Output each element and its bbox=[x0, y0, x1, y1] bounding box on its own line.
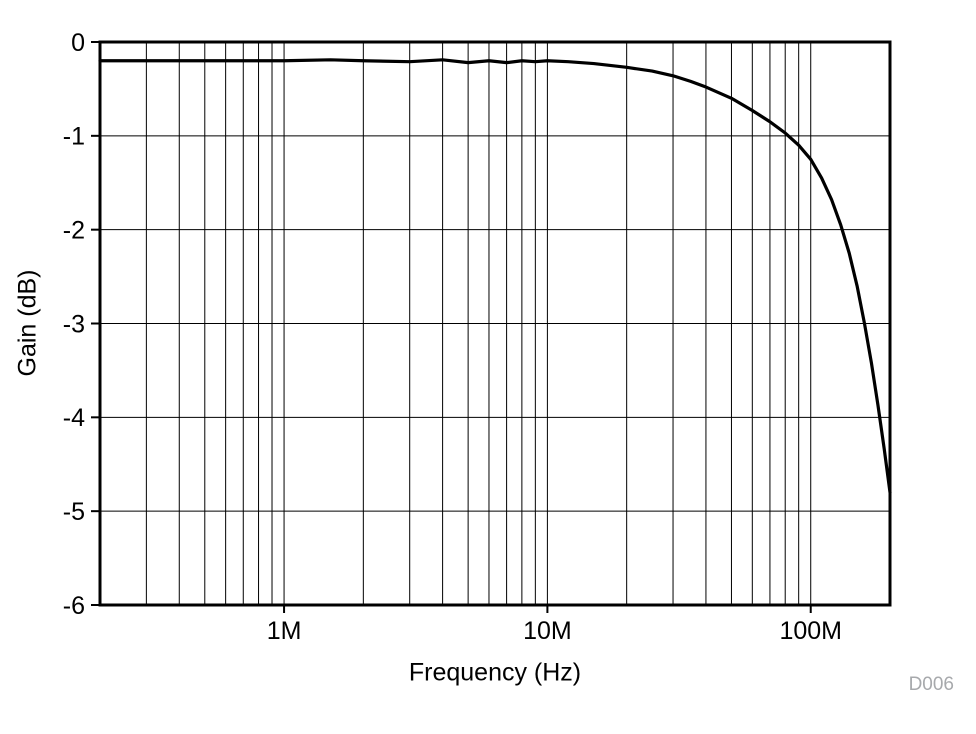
y-tick-label: -4 bbox=[63, 404, 85, 432]
y-tick-label: -6 bbox=[63, 592, 85, 620]
grid-lines bbox=[100, 42, 890, 605]
y-tick-label: -3 bbox=[63, 310, 85, 338]
figure-code-watermark: D006 bbox=[908, 674, 954, 695]
y-axis-title: Gain (dB) bbox=[13, 269, 42, 377]
x-axis-title: Frequency (Hz) bbox=[408, 658, 582, 687]
x-tick-label: 1M bbox=[267, 617, 302, 645]
x-tick-label: 100M bbox=[779, 617, 842, 645]
y-tick-label: -5 bbox=[63, 498, 85, 526]
y-tick-label: -2 bbox=[63, 216, 85, 244]
gain-curve bbox=[98, 58, 892, 494]
x-tick-label: 10M bbox=[523, 617, 572, 645]
y-tick-label: 0 bbox=[71, 29, 85, 57]
y-tick-label: -1 bbox=[63, 123, 85, 151]
